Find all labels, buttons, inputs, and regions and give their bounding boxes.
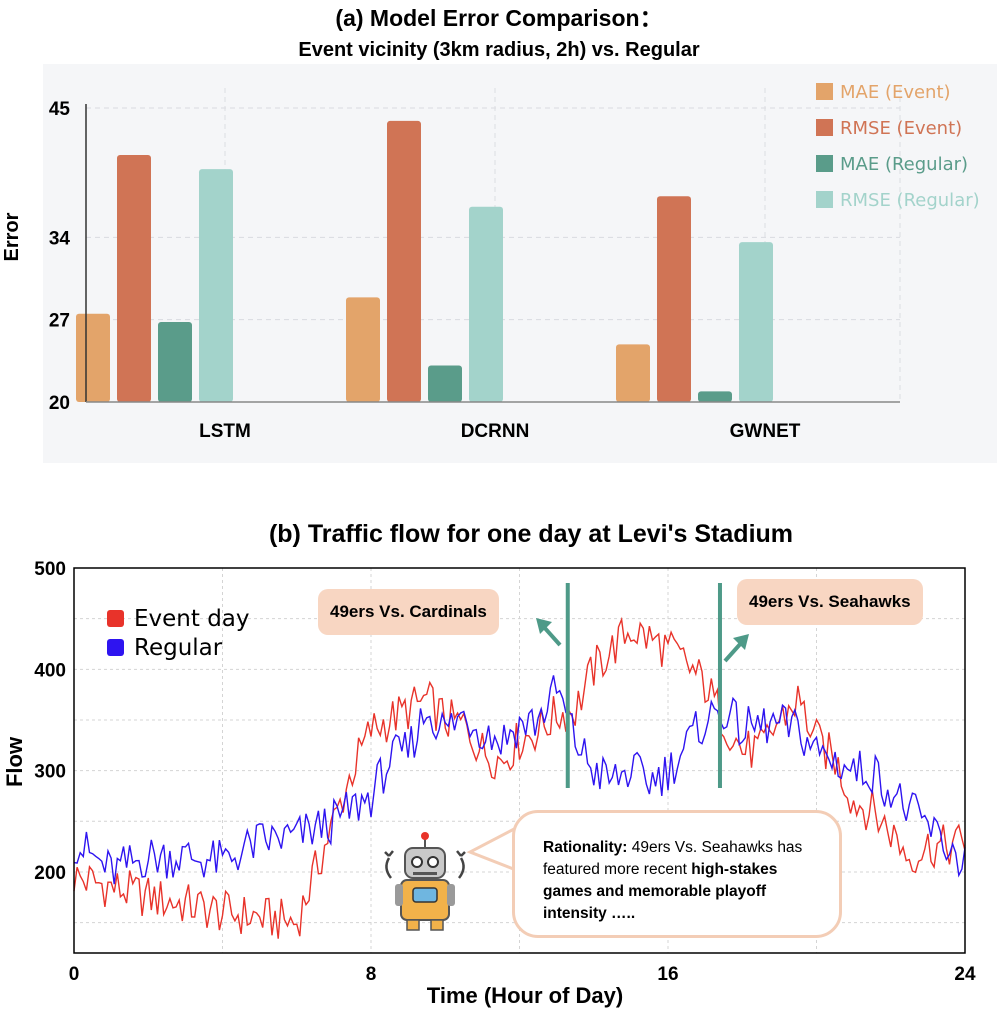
bar-gwnet-rmse-regular [739,242,773,402]
chart-a-ylabel: Error [1,212,23,261]
chart-a-subtitle: Event vicinity (3km radius, 2h) vs. Regu… [298,39,699,61]
series-line-event-day [73,616,966,939]
rationale-text: 49ers Vs. Seahawks has featured more rec… [543,839,803,878]
bar-gwnet-mae-regular [698,391,732,402]
chart-b-xtick: 8 [366,964,377,985]
legend-swatch [107,639,124,656]
arrow-left-icon [536,618,562,647]
chart-b-lines [73,616,966,939]
chart-b-legend: Event day Regular [107,606,250,661]
bar-lstm-rmse-event [117,155,151,402]
legend-label: RMSE (Regular) [840,190,980,211]
chart-a-xtick: DCRNN [461,421,530,442]
legend-swatch [816,155,833,172]
rationale-box: Rationality: 49ers Vs. Seahawks has feat… [512,810,842,938]
bar-lstm-rmse-regular [199,169,233,402]
legend-swatch [107,610,124,627]
legend-label: MAE (Regular) [840,154,968,175]
bar-lstm-mae-event [76,313,110,402]
chart-b-xlabel: Time (Hour of Day) [427,983,623,1008]
legend-swatch [816,119,833,136]
chart-b-ytick: 500 [34,559,66,580]
chart-b-axes: 200 300 400 500 0 8 16 24 [34,559,976,985]
arrow-right-icon [723,634,749,663]
chart-b-ytick: 400 [34,660,66,681]
chart-a-xtick: GWNET [730,421,801,442]
chart-a: (a) Model Error Comparison： Event vicini… [1,5,997,463]
chart-b-ytick: 300 [34,762,66,783]
chart-a-title: (a) Model Error Comparison： [335,5,662,31]
bar-dcrnn-mae-regular [428,365,462,402]
chart-b-title: (b) Traffic flow for one day at Levi's S… [269,520,793,548]
rationale-bold-text: high-stakes games and memorable playoff … [543,861,778,922]
chart-b-xtick: 0 [69,964,80,985]
bar-lstm-mae-regular [158,322,192,402]
legend-swatch [816,83,833,100]
bar-dcrnn-mae-event [346,297,380,402]
legend-swatch [816,191,833,208]
chart-a-axes: 20 27 34 45 LSTM DCRNN GWNET [49,99,900,442]
chart-b-frame [73,567,966,954]
legend-label: MAE (Event) [840,82,951,103]
chart-b-xtick: 16 [657,964,678,985]
chart-a-ytick: 34 [49,228,71,249]
bar-gwnet-rmse-event [657,196,691,402]
chart-a-ytick: 27 [49,311,70,332]
chart-b-event-markers [565,583,722,788]
bar-dcrnn-rmse-regular [469,206,503,402]
chart-a-ytick: 45 [49,99,71,120]
series-line-regular [73,675,966,885]
speech-tail [466,826,517,872]
chart-a-xtick: LSTM [199,421,251,442]
chart-a-legend: MAE (Event) RMSE (Event) MAE (Regular) RMSE… [816,82,980,211]
chart-b-ytick: 200 [34,863,66,884]
event-note-cardinals: 49ers Vs. Cardinals [318,589,499,635]
chart-b-ylabel: Flow [2,736,27,787]
bar-gwnet-mae-event [616,344,650,402]
legend-label: RMSE (Event) [840,118,962,139]
robot-icon [384,832,466,931]
chart-a-bars [76,120,773,402]
event-note-seahawks: 49ers Vs. Seahawks [737,579,923,625]
chart-a-ytick: 20 [49,393,70,414]
chart-b-xtick: 24 [954,964,976,985]
bar-dcrnn-rmse-event [387,120,421,402]
rationale-label: Rationality: [543,839,628,856]
legend-label: Regular [134,635,223,661]
legend-label: Event day [134,606,250,632]
